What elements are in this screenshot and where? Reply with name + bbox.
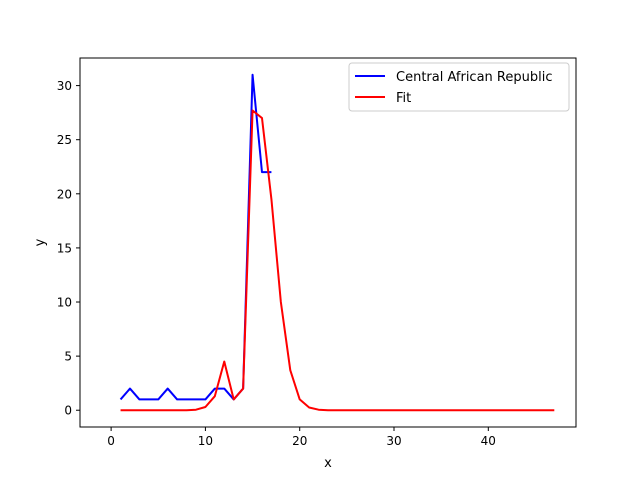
x-axis-ticks: 0 10 20 30 40 [107, 427, 496, 448]
x-axis-label: x [324, 456, 332, 471]
y-tick-label: 25 [57, 133, 72, 147]
series-layer [119, 73, 555, 412]
x-tick-label: 20 [292, 434, 307, 448]
y-axis-ticks: 0 5 10 15 20 25 30 [57, 79, 80, 418]
y-tick-label: 10 [57, 296, 72, 310]
x-tick-label: 30 [386, 434, 401, 448]
plot-frame [79, 57, 577, 428]
legend-label-fit: Fit [396, 91, 411, 106]
x-tick-label: 10 [198, 434, 213, 448]
legend: Central African Republic Fit [348, 62, 570, 112]
y-tick-label: 15 [57, 241, 72, 255]
legend-box [348, 62, 570, 112]
x-tick-label: 0 [107, 434, 115, 448]
y-tick-label: 0 [64, 404, 72, 418]
y-tick-label: 5 [64, 350, 72, 364]
series-line-fit [120, 109, 555, 412]
legend-label-central-african-republic: Central African Republic [396, 70, 552, 85]
x-tick-label: 40 [481, 434, 496, 448]
y-tick-label: 20 [57, 187, 72, 201]
y-tick-label: 30 [57, 79, 72, 93]
y-axis-label: y [33, 238, 48, 246]
